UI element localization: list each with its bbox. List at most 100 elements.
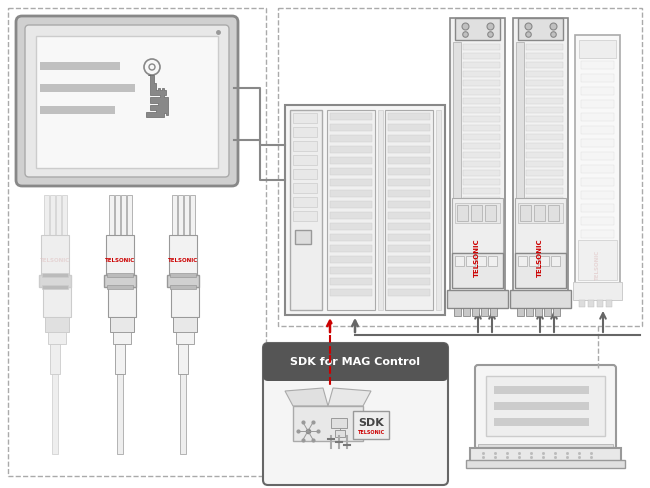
- Bar: [388, 278, 430, 285]
- Bar: [110, 317, 134, 332]
- Bar: [36, 36, 218, 168]
- Bar: [388, 157, 430, 164]
- Bar: [455, 256, 464, 266]
- Bar: [50, 195, 55, 235]
- Bar: [526, 80, 563, 86]
- Bar: [463, 188, 500, 194]
- Bar: [385, 110, 433, 310]
- FancyBboxPatch shape: [263, 343, 448, 485]
- Bar: [388, 135, 430, 142]
- Bar: [330, 179, 372, 186]
- Text: TELSONIC: TELSONIC: [105, 258, 135, 263]
- Bar: [293, 169, 317, 179]
- Bar: [579, 40, 616, 58]
- Bar: [330, 135, 372, 142]
- Bar: [293, 141, 317, 151]
- Bar: [463, 206, 500, 212]
- Bar: [526, 152, 563, 158]
- Text: TELSONIC: TELSONIC: [168, 258, 198, 263]
- Bar: [526, 170, 563, 176]
- Bar: [526, 44, 563, 50]
- Bar: [518, 256, 527, 266]
- Bar: [515, 198, 566, 253]
- Bar: [335, 430, 345, 437]
- Bar: [463, 143, 500, 149]
- Bar: [488, 256, 497, 266]
- Bar: [526, 98, 563, 104]
- Bar: [485, 205, 496, 221]
- Bar: [43, 287, 71, 317]
- Bar: [41, 235, 69, 275]
- Bar: [268, 348, 443, 376]
- Bar: [330, 190, 372, 197]
- Bar: [526, 188, 563, 194]
- Bar: [526, 62, 563, 68]
- Bar: [171, 287, 199, 317]
- Bar: [109, 195, 114, 235]
- Bar: [526, 206, 563, 212]
- Bar: [453, 42, 461, 282]
- Bar: [436, 110, 441, 310]
- Bar: [452, 253, 503, 288]
- Bar: [388, 267, 430, 274]
- Bar: [388, 234, 430, 241]
- Bar: [330, 223, 372, 230]
- Bar: [540, 256, 549, 266]
- Bar: [463, 107, 500, 113]
- Bar: [526, 116, 563, 122]
- Bar: [494, 402, 589, 410]
- Bar: [581, 61, 614, 69]
- Bar: [115, 344, 125, 374]
- Bar: [463, 53, 500, 59]
- Bar: [388, 190, 430, 197]
- Bar: [330, 124, 372, 131]
- Bar: [45, 317, 69, 332]
- Bar: [170, 273, 196, 277]
- Bar: [463, 197, 500, 203]
- Bar: [455, 203, 500, 223]
- Bar: [581, 126, 614, 134]
- Bar: [388, 289, 430, 296]
- Bar: [553, 308, 560, 316]
- Bar: [466, 256, 475, 266]
- Bar: [42, 285, 68, 289]
- Bar: [526, 197, 563, 203]
- Text: SDK: SDK: [358, 418, 384, 428]
- Text: TELSONIC: TELSONIC: [537, 239, 543, 277]
- Bar: [113, 332, 131, 344]
- Bar: [575, 35, 620, 300]
- Bar: [172, 195, 177, 235]
- Bar: [526, 161, 563, 167]
- Bar: [378, 110, 383, 310]
- Bar: [39, 275, 71, 287]
- Bar: [526, 134, 563, 140]
- Bar: [463, 125, 500, 131]
- Bar: [490, 308, 497, 316]
- Bar: [56, 195, 61, 235]
- Bar: [330, 212, 372, 219]
- Bar: [463, 116, 500, 122]
- Bar: [463, 215, 500, 221]
- Bar: [184, 195, 189, 235]
- Bar: [606, 300, 612, 307]
- Bar: [330, 146, 372, 153]
- Bar: [330, 234, 372, 241]
- Bar: [330, 289, 372, 296]
- Bar: [388, 256, 430, 263]
- Bar: [330, 157, 372, 164]
- Bar: [526, 179, 563, 185]
- Bar: [167, 275, 199, 287]
- Bar: [463, 152, 500, 158]
- Bar: [588, 300, 594, 307]
- Bar: [526, 71, 563, 77]
- Bar: [169, 235, 197, 275]
- Bar: [573, 282, 622, 300]
- Bar: [40, 62, 120, 70]
- Bar: [463, 98, 500, 104]
- FancyBboxPatch shape: [475, 365, 616, 449]
- Bar: [331, 418, 347, 428]
- Bar: [581, 217, 614, 225]
- Bar: [581, 191, 614, 199]
- Bar: [526, 125, 563, 131]
- Bar: [388, 113, 430, 120]
